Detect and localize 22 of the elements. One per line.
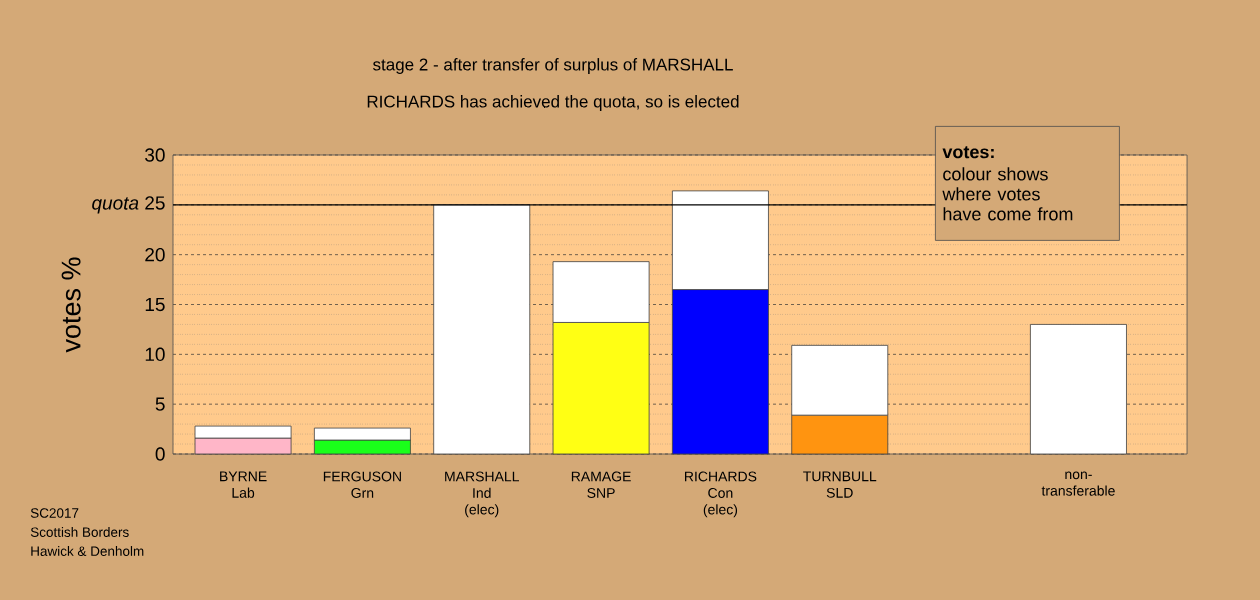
x-tick-label: MARSHALL Ind (elec) bbox=[445, 471, 519, 518]
chart-title: stage 2 - after transfer of surplus of MARSHALL bbox=[373, 58, 733, 74]
text: Scottish Borders bbox=[30, 527, 129, 537]
y-axis-title: votes % bbox=[61, 257, 81, 353]
x-tick-label: non-transferable bbox=[1041, 471, 1115, 496]
x-tick-label: FERGUSON Grn bbox=[323, 471, 401, 498]
y-tick-label: quota 25 bbox=[92, 196, 165, 214]
y-tick-label: 5 bbox=[155, 397, 165, 411]
x-tick-label: RAMAGE SNP bbox=[571, 471, 631, 498]
text: Hawick & Denholm bbox=[31, 546, 144, 556]
y-tick-label: 10 bbox=[145, 347, 165, 362]
annotation: votes: bbox=[942, 146, 994, 159]
y-tick-label: 0 bbox=[155, 447, 165, 461]
x-tick-label: RICHARDS Con (elec) bbox=[685, 471, 757, 518]
y-tick-label: 15 bbox=[145, 297, 165, 312]
y-tick-label: 30 bbox=[145, 148, 165, 162]
annotation: colour shows where votes have come from bbox=[942, 167, 1073, 221]
x-tick-label: BYRNE Lab bbox=[220, 471, 267, 498]
y-tick-label: 20 bbox=[145, 247, 165, 262]
chart-subtitle: RICHARDS has achieved the quota, so is elected bbox=[367, 95, 739, 111]
text: SC2017 bbox=[30, 508, 79, 518]
x-tick-label: TURNBULL SLD bbox=[803, 471, 877, 498]
